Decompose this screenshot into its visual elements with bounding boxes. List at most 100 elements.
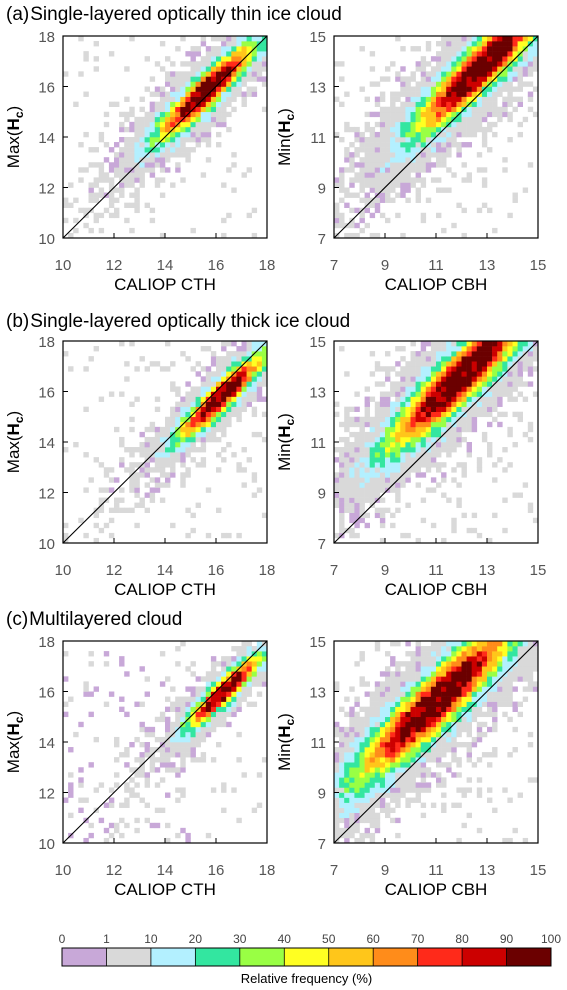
heatmap-cell	[374, 477, 381, 483]
heatmap-cell	[481, 51, 488, 57]
heatmap-cell	[395, 126, 401, 133]
heatmap-cell	[420, 762, 427, 768]
heatmap-cell	[216, 61, 222, 67]
heatmap-cell	[180, 827, 186, 834]
heatmap-cell	[456, 116, 462, 123]
heatmap-cell	[251, 61, 258, 67]
heatmap-cell	[149, 436, 156, 443]
heatmap-cell	[405, 661, 411, 667]
heatmap-cell	[359, 131, 365, 138]
heatmap-cell	[180, 81, 186, 87]
heatmap-cell	[420, 462, 427, 468]
heatmap-cell	[441, 651, 447, 657]
heatmap-cell	[487, 56, 493, 62]
heatmap-cell	[441, 701, 447, 707]
heatmap-cell	[471, 341, 478, 347]
heatmap-cell	[451, 71, 457, 77]
heatmap-cell	[379, 131, 386, 138]
heatmap-cell	[246, 167, 252, 173]
heatmap-cell	[436, 686, 442, 692]
heatmap-cell	[149, 106, 156, 113]
heatmap-cell	[159, 472, 166, 478]
heatmap-cell	[103, 111, 110, 118]
heatmap-cell	[400, 757, 406, 763]
heatmap-cell	[395, 492, 401, 498]
heatmap-cell	[456, 431, 462, 438]
heatmap-cell	[502, 111, 508, 118]
heatmap-cell	[395, 757, 401, 763]
heatmap-cell	[93, 512, 99, 519]
heatmap-cell	[154, 101, 161, 107]
heatmap-cell	[410, 426, 416, 433]
heatmap-cell	[349, 467, 355, 473]
heatmap-cell	[226, 81, 232, 87]
heatmap-cell	[405, 477, 411, 483]
heatmap-cell	[221, 81, 227, 87]
heatmap-cell	[170, 472, 176, 478]
heatmap-cell	[466, 86, 472, 92]
heatmap-cell	[359, 431, 365, 438]
heatmap-cell	[436, 91, 442, 97]
heatmap-cell	[374, 817, 381, 824]
heatmap-cell	[374, 121, 381, 128]
heatmap-cell	[507, 371, 513, 377]
heatmap-cell	[349, 752, 355, 758]
heatmap-cell	[395, 736, 401, 743]
heatmap-cell	[425, 137, 432, 143]
x-axis-label: CALIOP CTH	[114, 275, 216, 294]
heatmap-cell	[425, 131, 432, 138]
heatmap-cell	[354, 462, 360, 468]
heatmap-cell	[241, 401, 247, 407]
heatmap-cell	[139, 797, 145, 803]
heatmap-cell	[344, 192, 350, 198]
heatmap-cell	[359, 757, 365, 763]
heatmap-cell	[374, 177, 381, 183]
heatmap-cell	[246, 361, 252, 367]
heatmap-cell	[231, 396, 237, 402]
heatmap-cell	[385, 131, 391, 138]
heatmap-cell	[349, 447, 355, 453]
heatmap-cell	[441, 66, 447, 72]
heatmap-cell	[527, 361, 534, 367]
heatmap-cell	[261, 51, 268, 57]
heatmap-cell	[344, 467, 350, 473]
heatmap-cell	[216, 426, 222, 433]
heatmap-cell	[256, 351, 263, 357]
heatmap-cell	[241, 666, 247, 672]
heatmap-cell	[134, 142, 140, 148]
heatmap-cell	[405, 182, 411, 188]
heatmap-cell	[129, 106, 135, 113]
heatmap-cell	[210, 81, 217, 87]
heatmap-cell	[390, 787, 396, 793]
heatmap-cell	[149, 467, 156, 473]
heatmap-cell	[400, 482, 406, 488]
heatmap-cell	[420, 691, 427, 697]
heatmap-cell	[441, 371, 447, 377]
heatmap-cell	[221, 101, 227, 107]
heatmap-cell	[134, 487, 140, 493]
heatmap-cell	[476, 792, 483, 798]
heatmap-cell	[159, 192, 166, 198]
heatmap-cell	[436, 772, 442, 778]
heatmap-cell	[154, 457, 161, 463]
colorbar-segment	[506, 948, 552, 966]
heatmap-cell	[517, 411, 523, 418]
heatmap-cell	[410, 716, 416, 723]
heatmap-cell	[395, 716, 401, 723]
heatmap-cell	[471, 661, 478, 667]
heatmap-cell	[512, 701, 518, 707]
heatmap-cell	[461, 701, 467, 707]
heatmap-cell	[430, 706, 437, 712]
heatmap-cell	[476, 36, 483, 42]
heatmap-cell	[221, 341, 227, 347]
heatmap-cell	[175, 442, 181, 448]
heatmap-cell	[390, 421, 396, 428]
heatmap-cell	[395, 371, 401, 377]
heatmap-cell	[210, 116, 217, 123]
heatmap-cells	[334, 341, 539, 544]
heatmap-cell	[364, 182, 370, 188]
heatmap-cell	[400, 752, 406, 758]
heatmap-cell	[139, 126, 145, 133]
heatmap-cell	[216, 71, 222, 77]
heatmap-cell	[390, 691, 396, 697]
